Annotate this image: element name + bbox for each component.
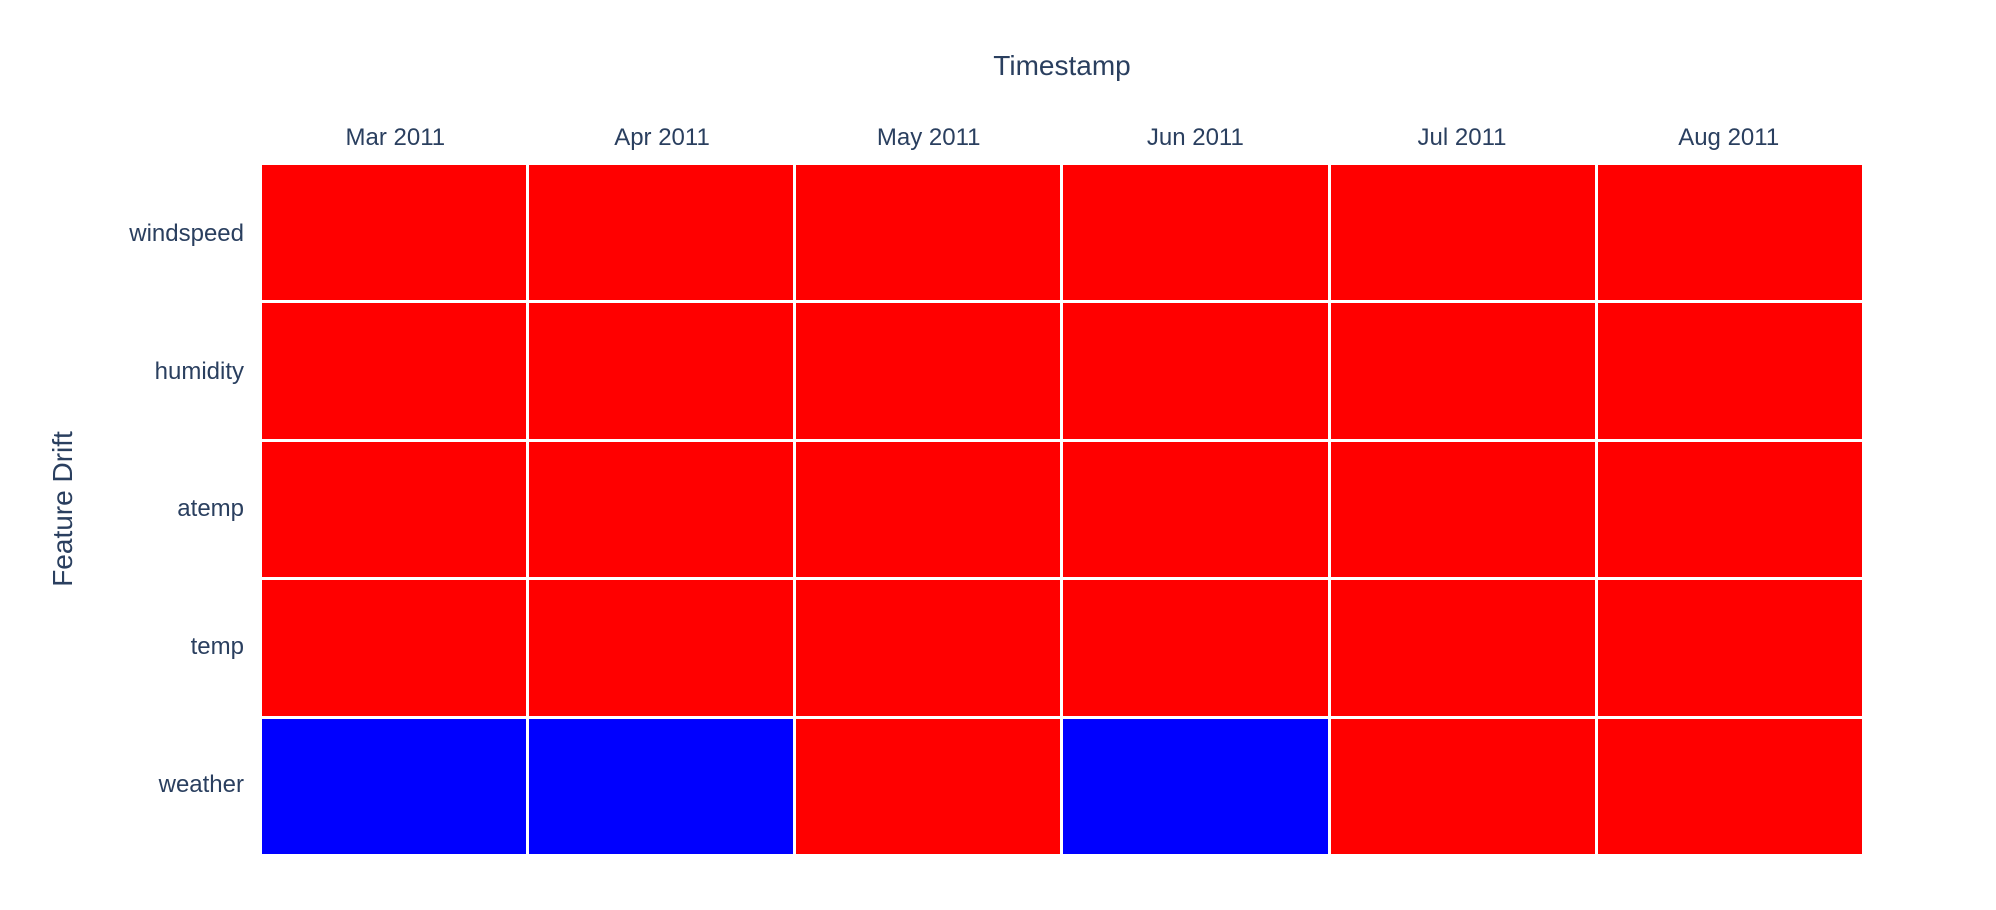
heatmap-cell[interactable] [1330, 718, 1595, 854]
heatmap-cell[interactable] [262, 441, 527, 578]
y-tick-label: temp [190, 633, 244, 661]
heatmap-cell[interactable] [796, 441, 1061, 578]
heatmap-cell[interactable] [529, 165, 794, 301]
heatmap-cell[interactable] [262, 580, 527, 716]
heatmap-cell[interactable] [796, 165, 1061, 301]
heatmap-cell[interactable] [529, 718, 794, 854]
heatmap-grid [262, 165, 1862, 854]
heatmap-cell[interactable] [529, 441, 794, 578]
heatmap-cell[interactable] [1330, 441, 1595, 578]
x-tick-label: May 2011 [876, 124, 981, 151]
heatmap-cell[interactable] [1063, 303, 1328, 439]
heatmap-cell[interactable] [1063, 165, 1328, 301]
heatmap-cell[interactable] [1597, 718, 1862, 854]
heatmap-cell[interactable] [1597, 580, 1862, 716]
x-tick-label: Aug 2011 [1678, 124, 1780, 151]
heatmap-cell[interactable] [529, 580, 794, 716]
heatmap-cell[interactable] [1063, 718, 1328, 854]
y-axis-tick-labels: windspeed humidity atemp temp weather [0, 165, 253, 854]
heatmap-cell[interactable] [262, 165, 527, 301]
x-tick-label: Apr 2011 [614, 124, 710, 151]
heatmap-cell[interactable] [1597, 165, 1862, 301]
heatmap-cell[interactable] [262, 303, 527, 439]
x-tick-label: Jul 2011 [1417, 124, 1507, 151]
x-tick-label: Jun 2011 [1146, 124, 1244, 151]
heatmap-cell[interactable] [796, 580, 1061, 716]
heatmap-cell[interactable] [1063, 580, 1328, 716]
heatmap-cell[interactable] [262, 718, 527, 854]
heatmap-cell[interactable] [796, 303, 1061, 439]
heatmap-cell[interactable] [1330, 303, 1595, 439]
y-tick-label: windspeed [129, 219, 244, 247]
heatmap-cell[interactable] [1330, 580, 1595, 716]
y-tick-label: atemp [177, 495, 244, 523]
heatmap-cell[interactable] [796, 718, 1061, 854]
heatmap-cell[interactable] [1063, 441, 1328, 578]
x-axis-tick-labels: Mar 2011 Apr 2011 May 2011 Jun 2011 Jul 2011… [262, 118, 1862, 158]
heatmap-cell[interactable] [1597, 303, 1862, 439]
heatmap-cell[interactable] [1597, 441, 1862, 578]
heatmap-cell[interactable] [529, 303, 794, 439]
y-tick-label: humidity [154, 357, 244, 385]
y-axis-title: Feature Drift [47, 431, 78, 587]
x-tick-label: Mar 2011 [345, 124, 446, 151]
x-axis-title: Timestamp [993, 50, 1131, 81]
y-tick-label: weather [158, 771, 244, 799]
heatmap-cell[interactable] [1330, 165, 1595, 301]
